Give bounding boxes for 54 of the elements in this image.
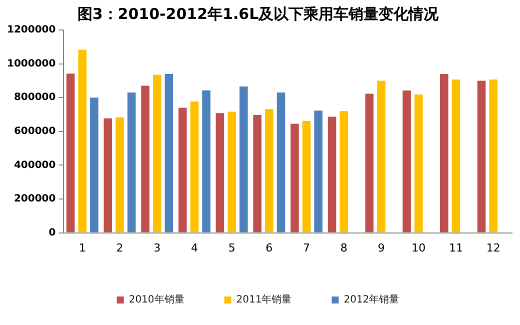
bar — [104, 118, 112, 232]
bar — [78, 50, 87, 232]
bar — [440, 74, 448, 232]
x-tick-label: 3 — [154, 241, 161, 254]
bar — [489, 80, 498, 232]
y-tick-label: 600000 — [14, 126, 56, 137]
bar — [452, 80, 460, 232]
x-tick-label: 12 — [486, 241, 500, 254]
bar — [377, 80, 386, 232]
bar — [190, 101, 199, 232]
y-tick-label: 200000 — [14, 194, 56, 205]
x-tick-label: 8 — [340, 241, 348, 254]
x-tick-label: 1 — [78, 241, 86, 254]
chart-title: 图3：2010-2012年1.6L及以下乘用车销量变化情况 — [77, 4, 440, 23]
bar — [477, 80, 486, 232]
bar — [402, 90, 411, 232]
bar — [340, 111, 348, 232]
bar — [116, 117, 124, 232]
x-tick-label: 4 — [190, 241, 198, 254]
bar — [314, 110, 323, 232]
bar — [178, 108, 187, 232]
bar — [365, 94, 374, 232]
x-tick-label: 9 — [378, 241, 385, 254]
bar — [127, 92, 136, 232]
legend-label: 2010年销量 — [128, 294, 184, 306]
bar — [302, 120, 311, 232]
x-tick-label: 7 — [303, 241, 310, 254]
bar — [228, 112, 236, 232]
bar — [290, 124, 299, 232]
bar — [240, 86, 248, 232]
bar — [90, 98, 98, 232]
bar — [141, 86, 150, 232]
bar — [66, 74, 75, 232]
bar — [253, 115, 262, 232]
bar — [276, 92, 286, 232]
bar — [414, 94, 423, 232]
bar — [152, 74, 162, 232]
x-tick-label: 6 — [266, 241, 273, 254]
y-tick-label: 1200000 — [6, 24, 56, 36]
bar — [216, 113, 224, 232]
legend-label: 2011年销量 — [236, 294, 292, 306]
bar — [202, 90, 210, 232]
x-tick-label: 11 — [448, 241, 463, 254]
bar — [265, 109, 274, 232]
bar — [328, 116, 336, 232]
y-tick-label: 0 — [48, 227, 56, 238]
bar — [164, 74, 174, 232]
x-tick-label: 10 — [412, 241, 426, 254]
y-tick-label: 400000 — [14, 160, 56, 171]
x-tick-label: 5 — [228, 241, 236, 254]
y-tick-label: 1000000 — [6, 58, 56, 70]
legend-label: 2012年销量 — [344, 294, 400, 306]
y-tick-label: 800000 — [14, 92, 56, 104]
x-tick-label: 2 — [116, 241, 124, 254]
